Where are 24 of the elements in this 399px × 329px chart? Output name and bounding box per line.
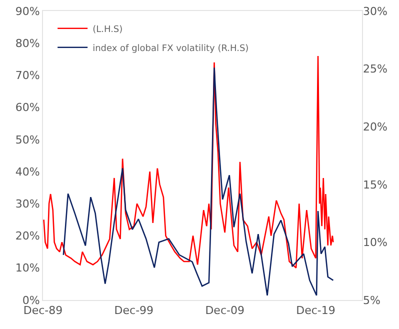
y-tick-label: 70% [15,69,40,82]
y-tick-label: 30% [15,198,40,211]
x-tick-label: Dec-89 [23,304,63,318]
y-tick-label: 20% [15,230,40,243]
y-tick-label: 50% [15,133,40,146]
y-tick-label: 10% [15,262,40,275]
y-tick-label: 90% [15,4,40,18]
y-tick-label: 40% [15,165,40,178]
x-tick-label: Dec-99 [114,304,154,318]
legend-label: index of global FX volatility (R.H.S) [92,44,249,54]
y2-tick-label: 10% [363,236,388,250]
y2-tick-label: 20% [363,120,388,134]
y-tick-label: 60% [15,101,40,114]
x-tick-label: Dec-09 [205,304,244,318]
y-tick-label: 80% [15,36,40,50]
y2-tick-label: 5% [363,294,380,307]
line-series [62,66,334,296]
y2-tick-label: 30% [363,4,388,18]
y2-tick-label: 25% [363,62,388,76]
line-series [43,55,334,269]
x-tick-label: Dec-19 [296,304,336,318]
legend-label: (L.H.S) [92,24,123,35]
y2-tick-label: 15% [363,178,388,192]
y-tick-label: 0% [22,294,40,307]
